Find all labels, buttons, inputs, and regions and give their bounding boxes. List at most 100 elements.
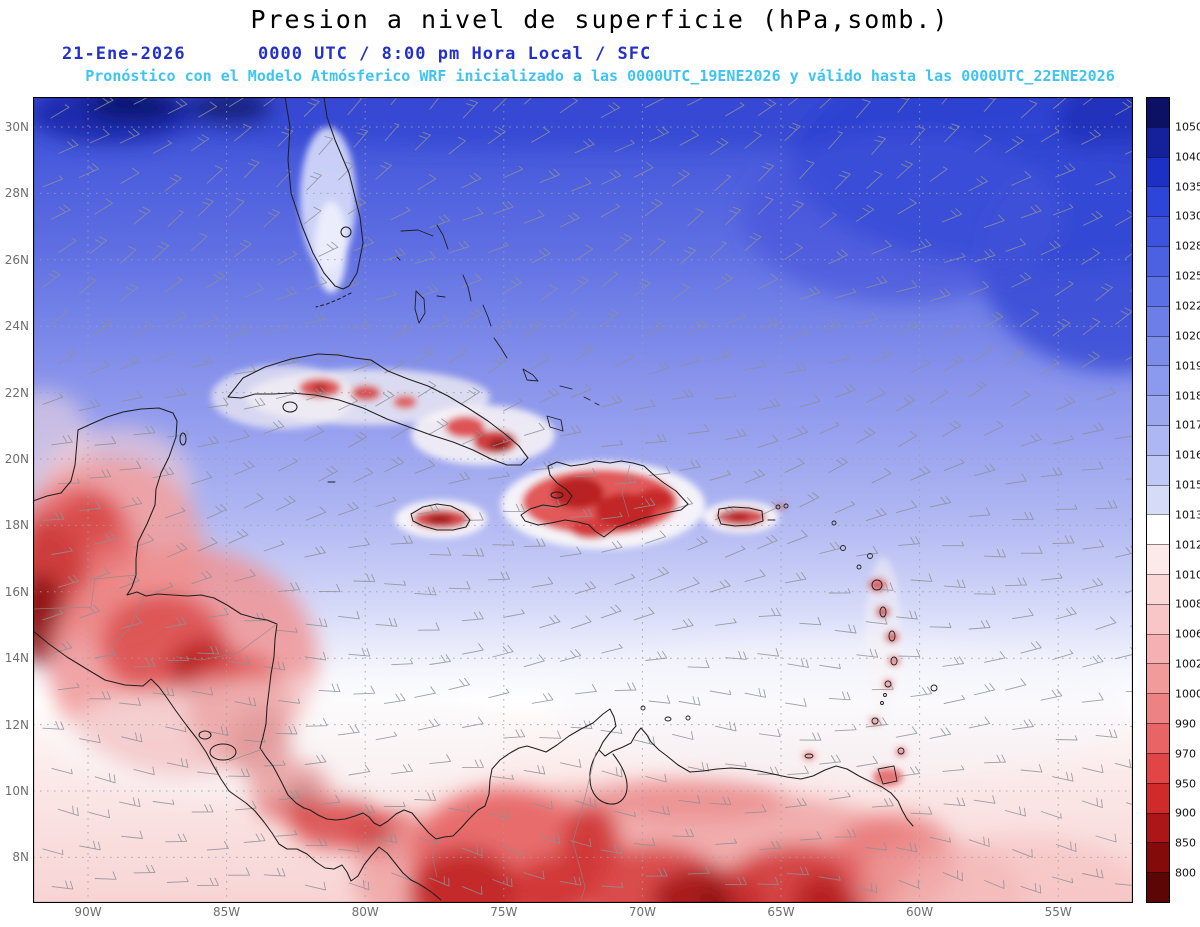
lon-tick-label: 75W — [490, 905, 518, 919]
colorbar-tick-label: 1002 — [1175, 657, 1200, 671]
lat-tick-label: 16N — [4, 584, 29, 599]
lat-tick-label: 24N — [4, 319, 29, 334]
coast-bahamas — [396, 224, 600, 432]
colorbar-cell — [1147, 395, 1169, 425]
colorbar-cell — [1147, 454, 1169, 485]
colorbar-cell — [1147, 305, 1169, 336]
colorbar-cell — [1147, 365, 1169, 396]
map-border — [32, 96, 1134, 904]
lat-tick-label: 10N — [4, 784, 29, 798]
colorbar-tick-label: 850 — [1175, 836, 1196, 850]
lat-tick-label: 22N — [4, 385, 29, 400]
valid-date-label: 21-Ene-2026 — [62, 44, 186, 64]
colorbar-tick-label: 1030 — [1175, 209, 1200, 223]
colorbar-tick-label: 1013 — [1175, 508, 1200, 522]
lake-managua — [198, 730, 212, 740]
colorbar-cell — [1147, 812, 1169, 843]
lat-tick-label: 20N — [4, 452, 29, 466]
colorbar-cell — [1147, 872, 1169, 902]
colorbar-tick-label: 1020 — [1175, 329, 1200, 343]
colorbar-cell — [1147, 246, 1169, 276]
pressure-field-shading — [33, 97, 1133, 903]
coast-cuba — [227, 353, 529, 466]
country-borders — [33, 464, 631, 901]
coast-mainland-caribbean — [33, 407, 914, 840]
colorbar-tick-label: 1035 — [1175, 180, 1200, 194]
coast-puerto-rico — [717, 506, 764, 527]
colorbar-tick-label: 1040 — [1175, 150, 1200, 164]
colorbar-cell — [1147, 335, 1169, 366]
colorbar-tick-label: 970 — [1175, 747, 1196, 761]
lon-tick-label: 80W — [351, 905, 379, 919]
lon-tick-label: 55W — [1044, 905, 1072, 919]
colorbar-tick-label: 1022 — [1175, 299, 1200, 313]
lon-tick-label: 60W — [906, 905, 934, 919]
coast-mainland-pacific — [33, 630, 442, 901]
colorbar-cell — [1147, 842, 1169, 873]
map-svg — [32, 96, 1134, 904]
colorbar-tick-label: 1050 — [1175, 120, 1200, 134]
lake-okeechobee — [340, 226, 352, 238]
lon-tick-label: 65W — [767, 905, 795, 919]
lat-tick-label: 28N — [4, 186, 29, 201]
isla-juventud — [282, 401, 298, 413]
colorbar-cell — [1147, 723, 1169, 753]
colorbar-cell — [1147, 126, 1169, 157]
gonave-island — [550, 491, 564, 499]
coast-florida-keys — [315, 292, 352, 308]
lat-tick-label: 14N — [4, 651, 29, 666]
colorbar-tick-label: 800 — [1175, 866, 1196, 880]
colorbar-cell — [1147, 782, 1169, 813]
coastlines — [33, 97, 938, 901]
colorbar-cell — [1147, 663, 1169, 694]
lat-tick-label: 18N — [4, 518, 29, 533]
lon-tick-label: 85W — [213, 905, 241, 919]
colorbar-cell — [1147, 514, 1169, 545]
coast-hispaniola — [520, 460, 689, 538]
colorbar-cell — [1147, 186, 1169, 217]
colorbar-cell — [1147, 424, 1169, 455]
colorbar-cell — [1147, 574, 1169, 604]
colorbar-cell — [1147, 98, 1169, 127]
lake-nicaragua — [209, 743, 237, 761]
coast-lesser-antilles — [640, 503, 938, 785]
colorbar-cell — [1147, 216, 1169, 247]
colorbar — [1146, 97, 1170, 903]
forecast-note: Pronóstico con el Modelo Atmósferico WRF… — [85, 67, 1115, 85]
lake-maracaibo — [589, 749, 628, 805]
colorbar-tick-label: 950 — [1175, 777, 1196, 791]
colorbar-cell — [1147, 752, 1169, 783]
colorbar-cell — [1147, 544, 1169, 574]
colorbar-cell — [1147, 633, 1169, 664]
colorbar-tick-label: 1008 — [1175, 597, 1200, 611]
coast-florida — [284, 97, 364, 290]
colorbar-tick-label: 900 — [1175, 806, 1196, 820]
map-plot: Sisπ - ONAMET/REP.DOM. — [32, 96, 1134, 904]
colorbar-cell — [1147, 693, 1169, 724]
colorbar-tick-label: 990 — [1175, 717, 1196, 731]
colorbar-tick-label: 1017 — [1175, 418, 1200, 432]
valid-time-label: 0000 UTC / 8:00 pm Hora Local / SFC — [258, 44, 652, 64]
colorbar-tick-label: 1010 — [1175, 568, 1200, 582]
lat-tick-label: 30N — [4, 120, 29, 134]
lat-tick-label: 12N — [4, 717, 29, 732]
page-title: Presion a nivel de superficie (hPa,somb.… — [250, 5, 950, 34]
colorbar-tick-label: 1015 — [1175, 478, 1200, 492]
colorbar-cell — [1147, 603, 1169, 634]
colorbar-tick-label: 1028 — [1175, 239, 1200, 253]
coast-jamaica — [410, 503, 471, 531]
colorbar-tick-label: 1006 — [1175, 627, 1200, 641]
colorbar-tick-label: 1016 — [1175, 448, 1200, 462]
lat-tick-label: 26N — [4, 252, 29, 267]
colorbar-cell — [1147, 484, 1169, 515]
wind-barbs — [42, 97, 1133, 895]
colorbar-cell — [1147, 275, 1169, 306]
cozumel — [179, 432, 187, 446]
colorbar-tick-label: 1000 — [1175, 687, 1200, 701]
lon-tick-label: 70W — [628, 905, 656, 919]
lon-tick-label: 90W — [74, 905, 102, 919]
colorbar-tick-label: 1018 — [1175, 389, 1200, 403]
lat-tick-label: 8N — [12, 850, 29, 865]
colorbar-tick-label: 1012 — [1175, 538, 1200, 552]
